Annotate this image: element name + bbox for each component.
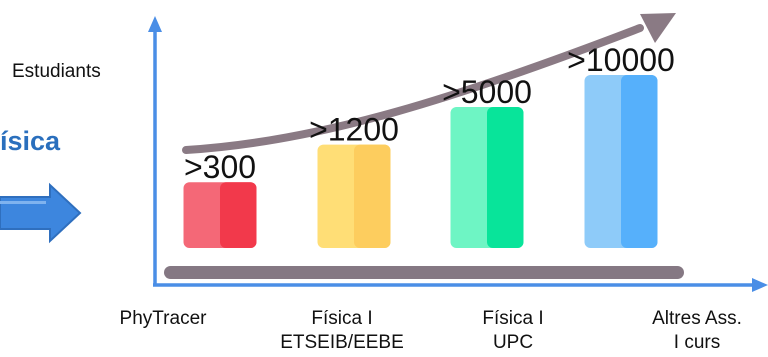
- x-tick-label: Altres Ass.: [652, 308, 742, 329]
- bar-dark-half: [621, 75, 658, 248]
- value-label: >300: [184, 149, 256, 185]
- value-label: >5000: [442, 74, 532, 110]
- x-axis: [153, 278, 768, 292]
- bar-dark-half: [220, 182, 257, 248]
- value-label: >10000: [567, 42, 675, 78]
- value-label: >1200: [309, 112, 399, 148]
- x-tick-label: I curs: [673, 332, 721, 353]
- bar-dark-half: [487, 107, 524, 248]
- x-tick-label: Física I: [482, 308, 544, 329]
- x-tick-label: ETSEIB/EEBE: [280, 332, 404, 353]
- bar-4: [584, 75, 658, 248]
- x-tick-label: Física I: [311, 308, 373, 329]
- partial-heading: ísica: [0, 126, 61, 156]
- y-axis-label: Estudiants: [12, 61, 101, 82]
- growth-arrow: [182, 13, 676, 154]
- bar-3: [450, 107, 524, 248]
- y-axis: [148, 16, 162, 285]
- bar-dark-half: [354, 144, 391, 248]
- bar-2: [317, 144, 391, 248]
- base-platform: [164, 266, 684, 279]
- x-tick-label: UPC: [492, 332, 534, 353]
- x-tick-label: PhyTracer: [119, 308, 207, 329]
- side-arrow-icon: [0, 182, 82, 244]
- bar-1: [183, 182, 257, 248]
